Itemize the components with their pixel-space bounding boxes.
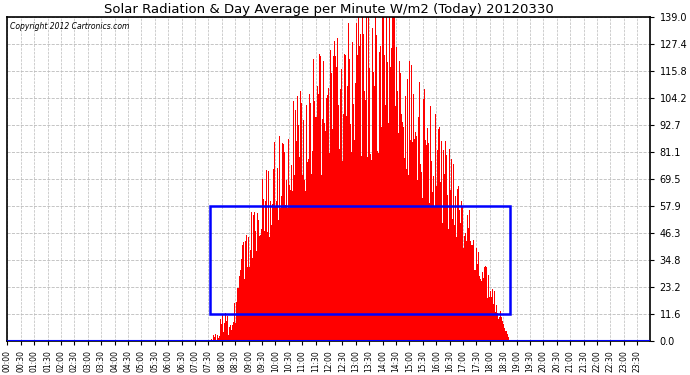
Bar [210, 206, 510, 314]
Title: Solar Radiation & Day Average per Minute W/m2 (Today) 20120330: Solar Radiation & Day Average per Minute… [104, 3, 553, 16]
Text: Copyright 2012 Cartronics.com: Copyright 2012 Cartronics.com [10, 22, 130, 31]
